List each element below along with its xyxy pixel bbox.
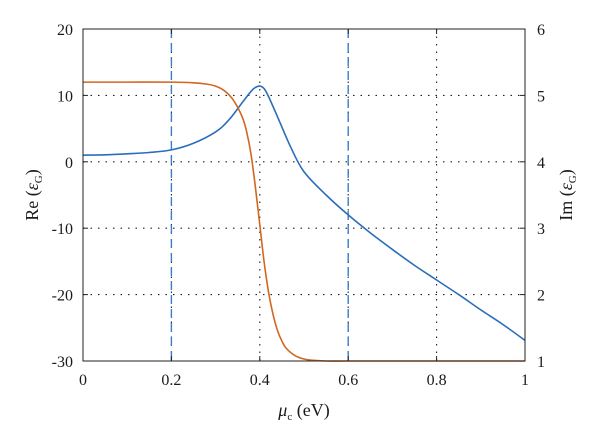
y-left-label-suffix: ) [22, 169, 43, 175]
grid-layer [83, 29, 525, 361]
y-left-tick-label: -10 [52, 221, 73, 238]
y-right-label-suffix: ) [556, 169, 577, 175]
y-right-tick-labels: 1 2 3 4 5 6 [520, 22, 545, 371]
x-axis-label: μc (eV) [277, 400, 329, 423]
y-right-tick-label: 2 [537, 288, 545, 305]
x-tick-label: 0.8 [427, 372, 447, 389]
series-line-re [82, 85, 526, 342]
y-left-tick-label: 10 [57, 88, 73, 105]
x-tick-label: 0.2 [161, 372, 181, 389]
y-right-label-symbol: ε [556, 182, 576, 190]
x-axis-symbol: μ [277, 400, 287, 420]
x-axis-subscript: c [287, 411, 292, 423]
series-layer [82, 81, 526, 362]
y-left-tick-label: 20 [57, 22, 73, 39]
y-left-label-subscript: G [33, 175, 45, 183]
y-right-tick-label: 4 [537, 155, 545, 172]
y-right-axis-label: Im (εG) [556, 169, 579, 221]
x-tick-labels: 0 0.2 0.4 0.6 0.8 1 [79, 29, 529, 389]
y-left-tick-label: -20 [52, 288, 73, 305]
y-left-tick-labels: -30 -20 -10 0 10 20 [52, 22, 88, 371]
y-left-tick-label: 0 [65, 155, 73, 172]
plot-frame [82, 28, 526, 362]
x-tick-label: 0.4 [250, 372, 270, 389]
y-right-label-prefix: Im ( [556, 190, 577, 221]
y-left-label-prefix: Re ( [22, 190, 43, 221]
y-left-label-symbol: ε [22, 182, 42, 190]
y-right-label-subscript: G [567, 175, 579, 183]
y-right-tick-label: 6 [537, 22, 545, 39]
y-right-tick-label: 5 [537, 88, 545, 105]
x-tick-label: 0 [79, 372, 87, 389]
series-line-im [83, 81, 525, 362]
y-left-tick-label: -30 [52, 354, 73, 371]
x-axis-unit: (eV) [292, 400, 329, 421]
x-tick-label: 0.6 [338, 372, 358, 389]
y-right-tick-label: 1 [537, 354, 545, 371]
x-tick-label: 1 [521, 372, 529, 389]
y-right-tick-label: 3 [537, 221, 545, 238]
y-left-axis-label: Re (εG) [22, 169, 45, 221]
